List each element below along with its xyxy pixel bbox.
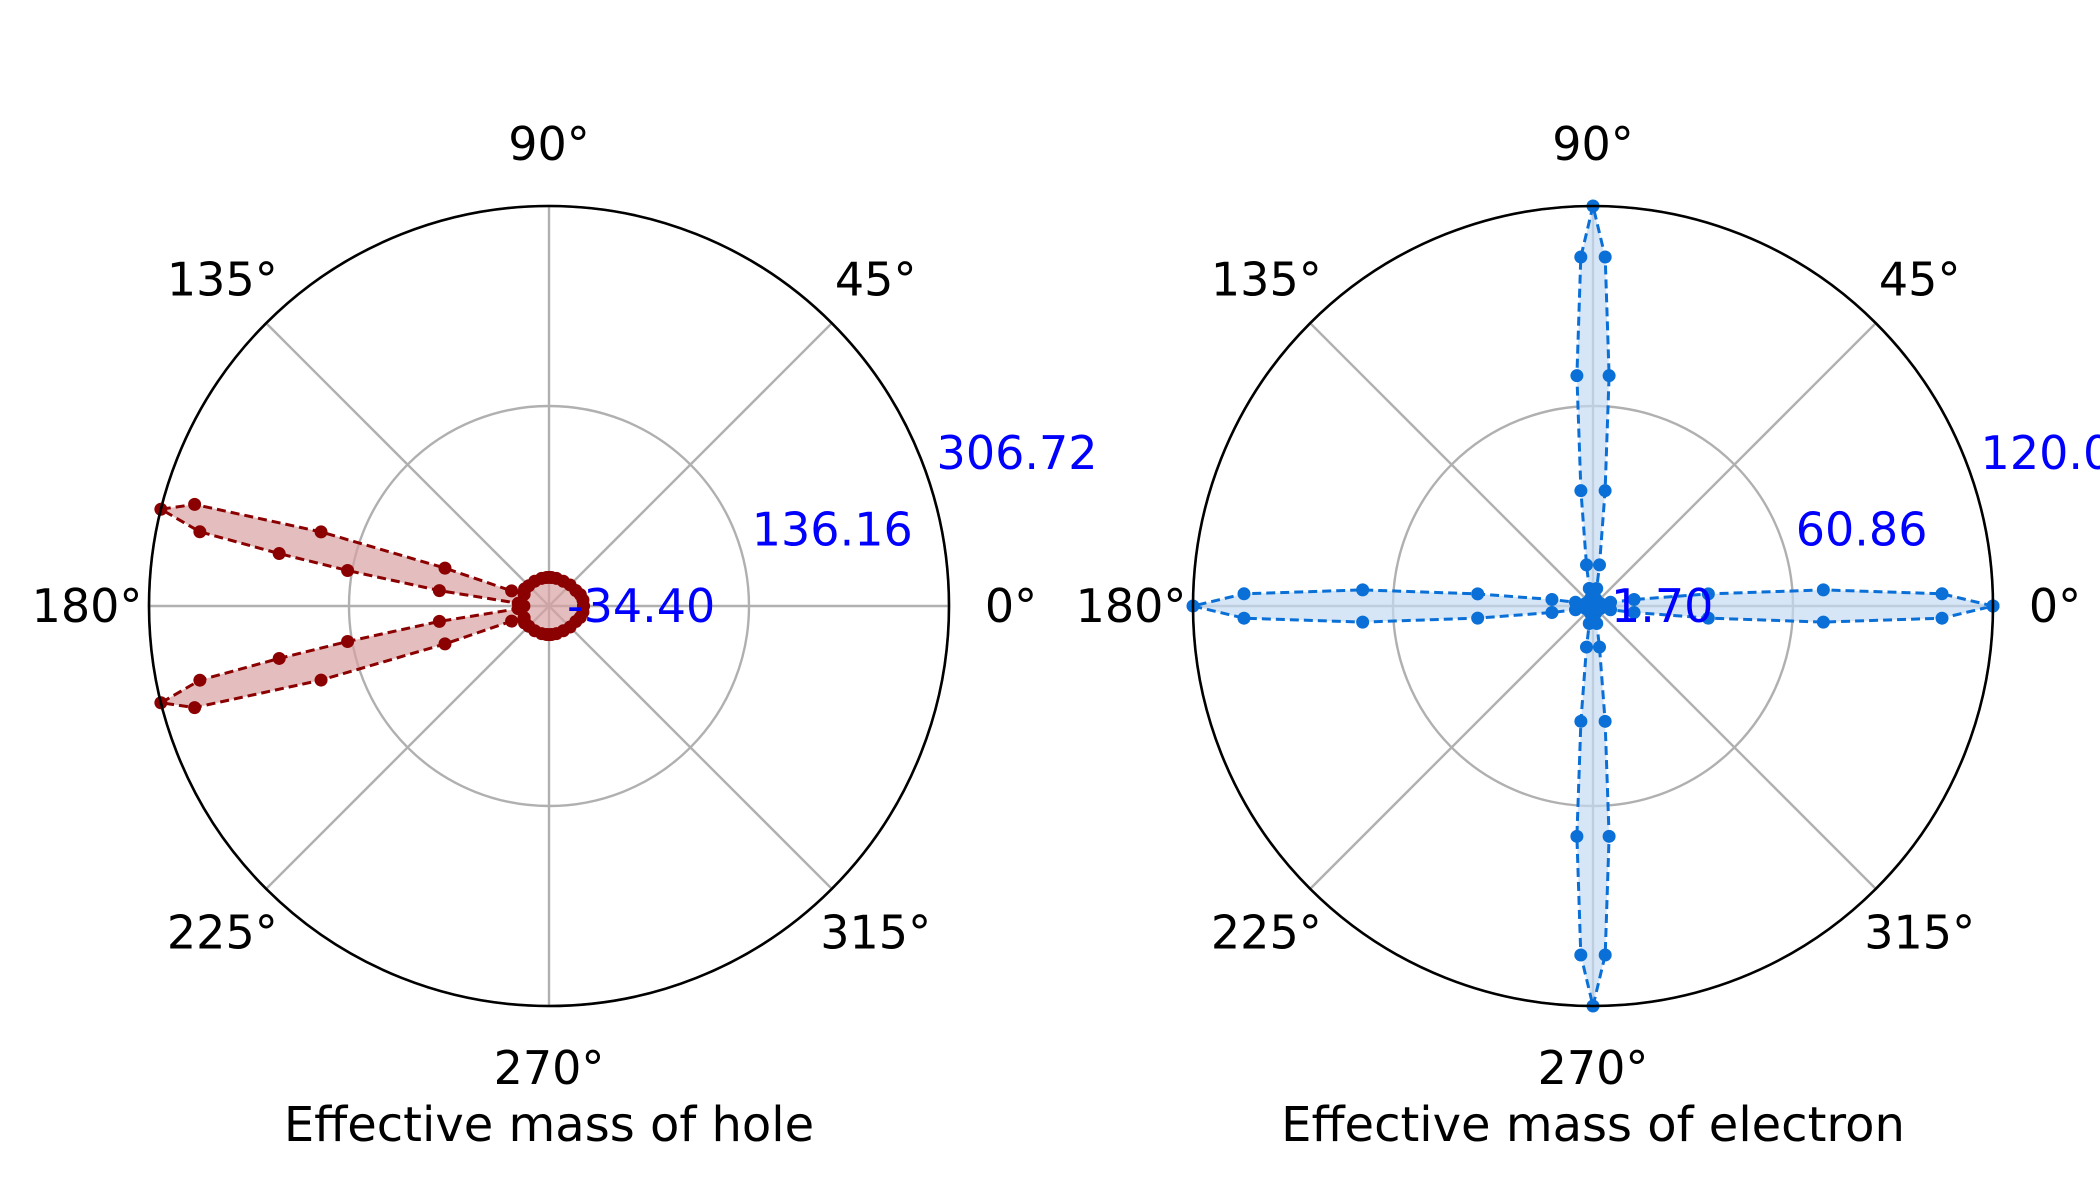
angle-tick-label: 315° bbox=[820, 906, 931, 960]
data-point bbox=[1598, 484, 1612, 498]
polar-frame bbox=[147, 204, 951, 1008]
data-point bbox=[1574, 250, 1588, 264]
angle-tick-label: 45° bbox=[835, 252, 917, 306]
data-point bbox=[1545, 592, 1559, 606]
data-point bbox=[1356, 583, 1370, 597]
data-point bbox=[1593, 602, 1607, 616]
data-point bbox=[1237, 611, 1251, 625]
data-point bbox=[1545, 606, 1559, 620]
angle-tick-label: 225° bbox=[1211, 906, 1322, 960]
angle-tick-label: 135° bbox=[1211, 252, 1322, 306]
data-point bbox=[1570, 369, 1584, 383]
data-point bbox=[1579, 640, 1593, 654]
radial-tick-label: 306.72 bbox=[937, 426, 1098, 480]
data-point bbox=[1701, 611, 1715, 625]
radial-tick-label: 136.16 bbox=[752, 502, 913, 556]
radial-gridline bbox=[347, 404, 751, 808]
data-point bbox=[1574, 714, 1588, 728]
series-fill bbox=[160, 504, 584, 708]
hole-polar-chart: 0° 45° 90° 135° 180° 225° 270° 315° -34.40 136.16… bbox=[32, 117, 1098, 1153]
data-point bbox=[1816, 583, 1830, 597]
data-point bbox=[1935, 611, 1949, 625]
data-point bbox=[1598, 714, 1612, 728]
data-point bbox=[272, 547, 286, 561]
data-point bbox=[1574, 484, 1588, 498]
data-point bbox=[1701, 587, 1715, 601]
data-point bbox=[1935, 587, 1949, 601]
data-point bbox=[432, 614, 446, 628]
data-point bbox=[576, 599, 590, 613]
radial-tick-label: 60.86 bbox=[1796, 502, 1928, 556]
radial-tick-label: 120.0 bbox=[1981, 426, 2100, 480]
data-point bbox=[505, 614, 519, 628]
data-point bbox=[188, 497, 202, 511]
data-point bbox=[438, 561, 452, 575]
data-point bbox=[1602, 369, 1616, 383]
angle-tick-label: 0° bbox=[2029, 579, 2081, 633]
data-point bbox=[1574, 948, 1588, 962]
data-point bbox=[1582, 581, 1596, 595]
x-axis-label: Effective mass of electron bbox=[1281, 1097, 1905, 1153]
angle-tick-label: 270° bbox=[1538, 1041, 1649, 1095]
radial-tick-label: 1.70 bbox=[1611, 579, 1713, 633]
angle-tick-label: 90° bbox=[1552, 117, 1634, 171]
data-point bbox=[1593, 558, 1607, 572]
data-point bbox=[188, 701, 202, 715]
radial-tick-label: -34.40 bbox=[567, 579, 715, 633]
angle-tick-label: 315° bbox=[1864, 906, 1975, 960]
angle-tick-label: 45° bbox=[1879, 252, 1961, 306]
data-point bbox=[1568, 603, 1582, 617]
data-point bbox=[193, 673, 207, 687]
data-point bbox=[314, 673, 328, 687]
angle-tick-label: 270° bbox=[494, 1041, 605, 1095]
data-point bbox=[432, 584, 446, 598]
data-point bbox=[1237, 587, 1251, 601]
angle-tick-label: 225° bbox=[167, 906, 278, 960]
data-point bbox=[193, 525, 207, 539]
x-axis-label: Effective mass of hole bbox=[284, 1097, 814, 1153]
data-point bbox=[1590, 617, 1604, 631]
data-point bbox=[1598, 948, 1612, 962]
data-point bbox=[1627, 592, 1641, 606]
data-point bbox=[1356, 615, 1370, 629]
angle-tick-label: 0° bbox=[985, 579, 1037, 633]
data-point bbox=[1627, 606, 1641, 620]
data-point bbox=[1816, 615, 1830, 629]
data-point bbox=[1598, 250, 1612, 264]
data-point bbox=[1604, 603, 1618, 617]
data-point bbox=[272, 651, 286, 665]
polar-frame bbox=[1191, 204, 1995, 1008]
data-point bbox=[1471, 611, 1485, 625]
data-point bbox=[1579, 558, 1593, 572]
series-line bbox=[1192, 205, 1994, 1007]
data-point bbox=[314, 525, 328, 539]
electron-polar-chart: 0° 45° 90° 135° 180° 225° 270° 315° 1.70 60.86 120… bbox=[1076, 117, 2100, 1153]
data-point bbox=[341, 563, 355, 577]
angle-tick-label: 180° bbox=[1076, 579, 1187, 633]
data-point bbox=[505, 584, 519, 598]
angle-tick-label: 90° bbox=[508, 117, 590, 171]
data-point bbox=[1471, 587, 1485, 601]
angle-tick-label: 135° bbox=[167, 252, 278, 306]
data-point bbox=[1570, 829, 1584, 843]
angle-tick-label: 180° bbox=[32, 579, 143, 633]
data-point bbox=[438, 637, 452, 651]
data-point bbox=[341, 635, 355, 649]
data-point bbox=[1602, 829, 1616, 843]
data-point bbox=[1593, 640, 1607, 654]
